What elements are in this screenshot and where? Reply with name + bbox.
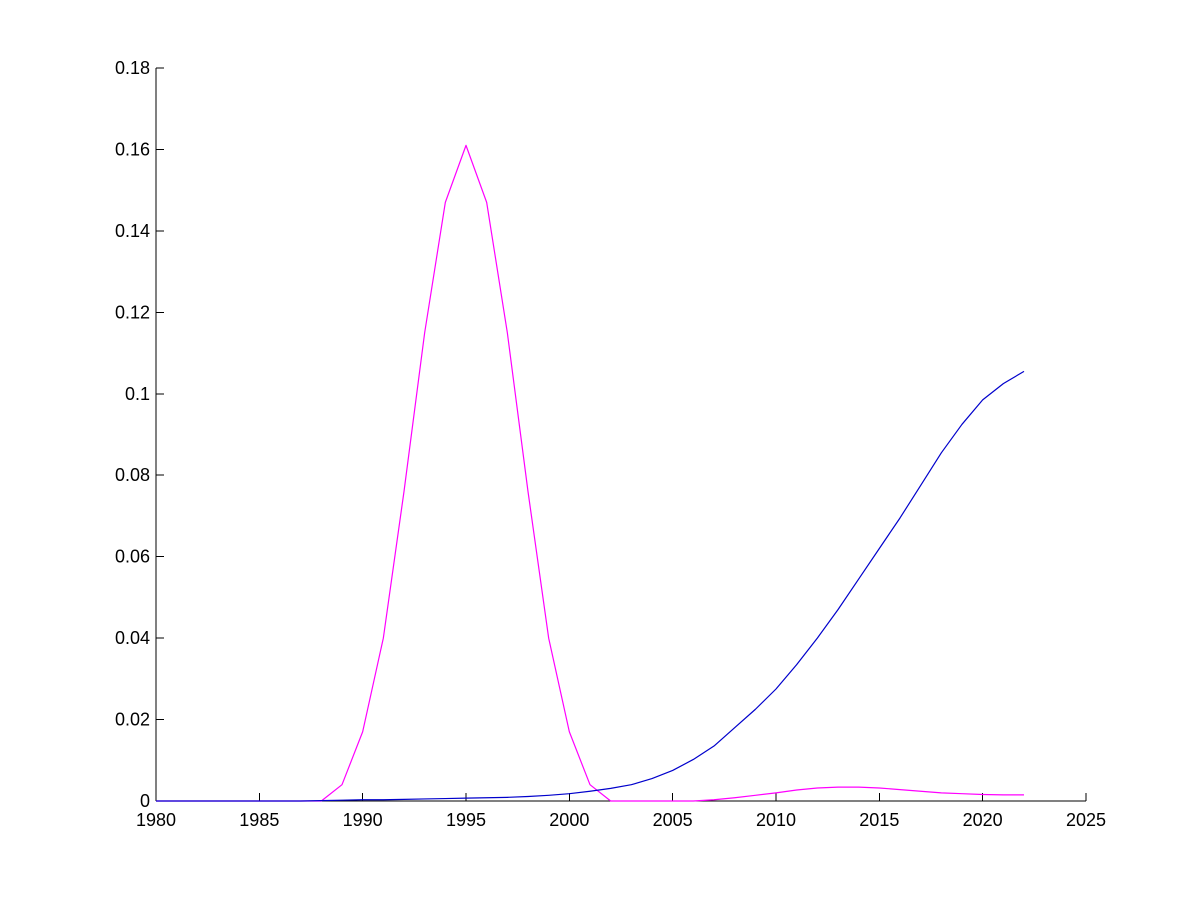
x-tick-label: 2010	[756, 810, 796, 830]
y-tick-label: 0	[140, 791, 150, 811]
axes	[155, 67, 1087, 802]
x-tick-label: 2015	[859, 810, 899, 830]
x-tick-label: 1980	[136, 810, 176, 830]
y-tick-label: 0.04	[115, 628, 150, 648]
y-tick-label: 0.02	[115, 710, 150, 730]
series-line-magenta	[156, 144, 1024, 802]
series-line-blue	[156, 370, 1025, 802]
x-tick-label: 2020	[963, 810, 1003, 830]
y-tick-label: 0.18	[115, 58, 150, 78]
y-tick-label: 0.1	[125, 384, 150, 404]
x-tick-label: 1995	[446, 810, 486, 830]
x-tick-label: 1990	[343, 810, 383, 830]
series-lines	[156, 144, 1025, 802]
y-tick-label: 0.12	[115, 302, 150, 322]
x-tick-label: 2005	[653, 810, 693, 830]
y-tick-label: 0.06	[115, 547, 150, 567]
x-tick-label: 2025	[1066, 810, 1106, 830]
y-tick-label: 0.16	[115, 139, 150, 159]
y-tick-label: 0.14	[115, 221, 150, 241]
y-tick-label: 0.08	[115, 465, 150, 485]
x-tick-label: 1985	[239, 810, 279, 830]
x-tick-label: 2000	[549, 810, 589, 830]
tick-labels: 0 0.02 0.04 0.06 0.08 0.1 0.12 0.14 0.16 0.18 1980…	[115, 58, 1106, 830]
